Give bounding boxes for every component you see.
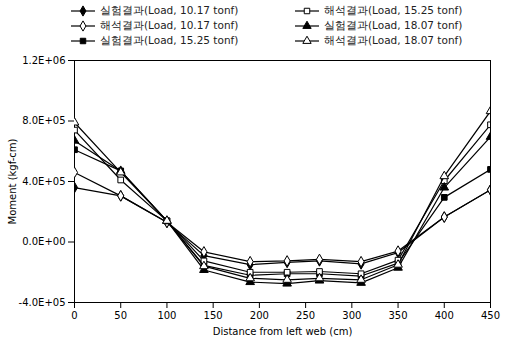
svg-text:4.0E+05: 4.0E+05: [22, 176, 65, 187]
svg-text:8.0E+05: 8.0E+05: [22, 115, 65, 126]
html-text:실험결과(Load, 15.25 tonf): 실험결과(Load, 15.25 tonf): [100, 34, 239, 46]
svg-text:350: 350: [389, 310, 408, 321]
html-text:해석결과(Load, 15.25 tonf): 해석결과(Load, 15.25 tonf): [324, 4, 463, 16]
svg-text:Distance from left web (cm): Distance from left web (cm): [213, 326, 353, 337]
svg-text:400: 400: [435, 310, 454, 321]
svg-text:450: 450: [481, 310, 500, 321]
html-text:실험결과(Load, 18.07 tonf): 실험결과(Load, 18.07 tonf): [324, 19, 463, 31]
svg-text:150: 150: [204, 310, 223, 321]
svg-text:100: 100: [157, 310, 176, 321]
svg-text:Moment (kgf-cm): Moment (kgf-cm): [7, 138, 18, 224]
svg-text:-4.0E+05: -4.0E+05: [19, 297, 66, 308]
svg-text:300: 300: [342, 310, 361, 321]
svg-text:0.0E+00: 0.0E+00: [22, 236, 65, 247]
html-text:실험결과(Load, 10.17 tonf): 실험결과(Load, 10.17 tonf): [100, 4, 239, 16]
svg-text:250: 250: [296, 310, 315, 321]
svg-text:0: 0: [71, 310, 77, 321]
svg-text:1.2E+06: 1.2E+06: [22, 55, 65, 66]
html-text:해석결과(Load, 18.07 tonf): 해석결과(Load, 18.07 tonf): [324, 34, 463, 46]
svg-text:50: 50: [114, 310, 127, 321]
svg-text:200: 200: [250, 310, 269, 321]
html-text:해석결과(Load, 10.17 tonf): 해석결과(Load, 10.17 tonf): [100, 19, 239, 31]
